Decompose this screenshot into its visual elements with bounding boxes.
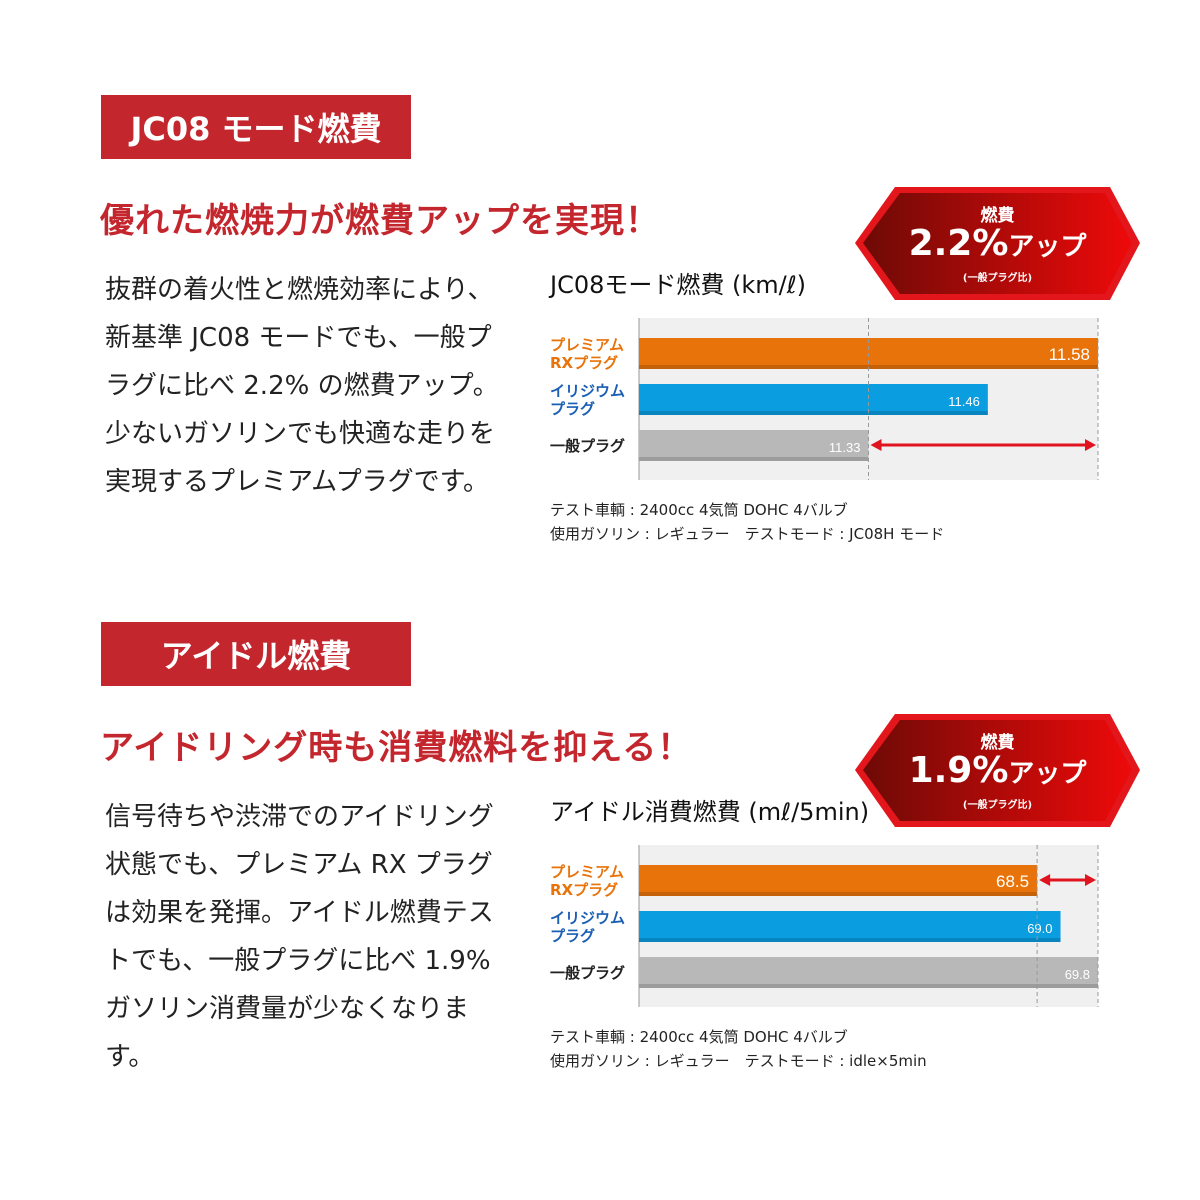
bar-value-label: 11.33 bbox=[829, 440, 861, 455]
bar-2 bbox=[639, 430, 869, 461]
improvement-badge: 燃費 1.9%アップ (一般プラグ比) bbox=[855, 714, 1140, 827]
bar-shade bbox=[639, 938, 1061, 942]
bar-2 bbox=[639, 957, 1098, 988]
section-tag: JC08 モード燃費 bbox=[101, 95, 411, 159]
note-line: 使用ガソリン : レギュラー テストモード : idle×5min bbox=[550, 1052, 927, 1070]
body-text: 抜群の着火性と燃焼効率により、新基準 JC08 モードでも、一般プラグに比べ 2… bbox=[105, 275, 499, 497]
section-0: JC08 モード燃費 優れた燃焼力が燃費アップを実現！ 抜群の着火性と燃焼効率に… bbox=[0, 0, 1200, 560]
bar-shade bbox=[639, 457, 869, 461]
badge-sub: (一般プラグ比) bbox=[962, 273, 1033, 284]
bar-shade bbox=[639, 892, 1038, 896]
bar-value-label: 11.46 bbox=[948, 394, 980, 409]
improvement-badge: 燃費 2.2%アップ (一般プラグ比) bbox=[855, 187, 1140, 300]
category-label: プレミアム bbox=[550, 336, 624, 354]
badge-hexagon bbox=[855, 187, 1140, 300]
bar-value-label: 69.8 bbox=[1065, 967, 1090, 982]
category-label: イリジウム bbox=[550, 909, 625, 927]
bar-value-label: 11.58 bbox=[1049, 345, 1090, 364]
note-line: テスト車輌 : 2400cc 4気筒 DOHC 4バルブ bbox=[550, 1028, 848, 1046]
category-label: RXプラグ bbox=[550, 354, 618, 372]
category-label: RXプラグ bbox=[550, 881, 618, 899]
headline: 優れた燃焼力が燃費アップを実現！ bbox=[100, 201, 660, 241]
arrow-head-left bbox=[1039, 874, 1051, 886]
bar-1 bbox=[639, 911, 1061, 942]
arrow-head-right bbox=[1085, 439, 1096, 451]
badge-value: 2.2%アップ bbox=[908, 223, 1087, 264]
chart-title: JC08モード燃費 (km/ℓ) bbox=[550, 271, 807, 299]
badge-sub: (一般プラグ比) bbox=[962, 800, 1033, 811]
note-line: 使用ガソリン : レギュラー テストモード : JC08H モード bbox=[550, 525, 945, 543]
chart-title: アイドル消費燃費 (mℓ/5min) bbox=[550, 798, 870, 826]
note-line: テスト車輌 : 2400cc 4気筒 DOHC 4バルブ bbox=[550, 501, 848, 519]
badge-label: 燃費 bbox=[980, 206, 1015, 226]
body-text: 信号待ちや渋滞でのアイドリング状態でも、プレミアム RX プラグは効果を発揮。ア… bbox=[105, 802, 494, 1072]
badge-label: 燃費 bbox=[980, 733, 1015, 753]
badge-hexagon bbox=[855, 714, 1140, 827]
bar-value-label: 69.0 bbox=[1027, 921, 1052, 936]
section-1: アイドル燃費 アイドリング時も消費燃料を抑える！ 信号待ちや渋滞でのアイドリング… bbox=[0, 527, 1200, 1087]
category-label: イリジウム bbox=[550, 382, 625, 400]
bar-shade bbox=[639, 411, 988, 415]
badge-value: 1.9%アップ bbox=[908, 750, 1087, 791]
category-label: 一般プラグ bbox=[550, 437, 625, 455]
bar-0 bbox=[639, 865, 1038, 896]
section-tag: アイドル燃費 bbox=[101, 622, 411, 686]
headline: アイドリング時も消費燃料を抑える！ bbox=[100, 728, 693, 768]
bar-shade bbox=[639, 984, 1098, 988]
test-notes: テスト車輌 : 2400cc 4気筒 DOHC 4バルブ 使用ガソリン : レギ… bbox=[550, 1025, 927, 1073]
bar-1 bbox=[639, 384, 988, 415]
test-notes: テスト車輌 : 2400cc 4気筒 DOHC 4バルブ 使用ガソリン : レギ… bbox=[550, 498, 944, 546]
arrow-head-left bbox=[870, 439, 882, 451]
arrow-head-right bbox=[1085, 874, 1096, 886]
bar-value-label: 68.5 bbox=[996, 872, 1029, 891]
category-label: プレミアム bbox=[550, 863, 624, 881]
category-label: プラグ bbox=[550, 927, 595, 945]
category-label: プラグ bbox=[550, 400, 595, 418]
category-label: 一般プラグ bbox=[550, 964, 625, 982]
